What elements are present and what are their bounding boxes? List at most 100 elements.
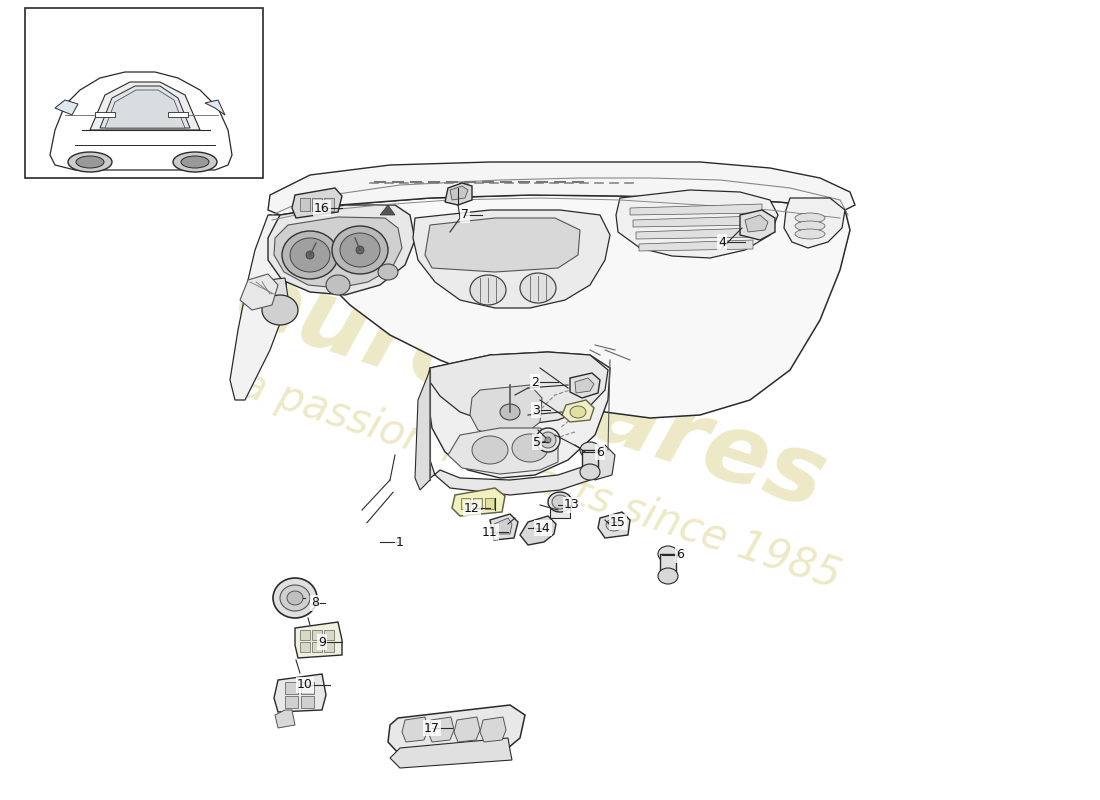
Polygon shape <box>740 210 776 240</box>
Bar <box>300 198 310 211</box>
Ellipse shape <box>273 578 317 618</box>
Text: 12: 12 <box>464 502 480 514</box>
Ellipse shape <box>182 156 209 168</box>
Polygon shape <box>428 717 454 742</box>
Ellipse shape <box>552 495 568 509</box>
Bar <box>95 112 116 117</box>
Polygon shape <box>104 90 185 128</box>
Polygon shape <box>490 514 518 540</box>
Ellipse shape <box>580 464 600 480</box>
Polygon shape <box>402 717 428 742</box>
Polygon shape <box>268 162 855 215</box>
Ellipse shape <box>658 546 678 562</box>
Ellipse shape <box>795 213 825 223</box>
Bar <box>300 630 310 640</box>
Ellipse shape <box>606 519 621 531</box>
Bar <box>660 554 676 576</box>
Text: 15: 15 <box>610 515 626 529</box>
Ellipse shape <box>287 591 303 605</box>
Text: eurospares: eurospares <box>223 250 837 530</box>
Bar <box>285 696 298 708</box>
Polygon shape <box>470 385 542 438</box>
Text: 11: 11 <box>482 526 498 538</box>
Polygon shape <box>274 674 326 712</box>
Bar <box>301 696 314 708</box>
Polygon shape <box>446 183 472 205</box>
Polygon shape <box>388 705 525 755</box>
Polygon shape <box>598 512 630 538</box>
Polygon shape <box>570 373 600 398</box>
Ellipse shape <box>326 275 350 295</box>
Polygon shape <box>50 72 232 170</box>
Polygon shape <box>630 204 762 215</box>
Text: 10: 10 <box>297 678 312 691</box>
Bar <box>312 630 322 640</box>
Ellipse shape <box>470 275 506 305</box>
Polygon shape <box>412 210 610 308</box>
Polygon shape <box>452 488 505 516</box>
Bar <box>312 642 322 652</box>
Ellipse shape <box>520 273 556 303</box>
Text: 17: 17 <box>425 722 440 734</box>
Ellipse shape <box>512 434 548 462</box>
Polygon shape <box>494 518 512 534</box>
Polygon shape <box>585 445 615 480</box>
Polygon shape <box>55 100 78 115</box>
Polygon shape <box>100 86 190 128</box>
Text: 5: 5 <box>534 435 541 449</box>
Ellipse shape <box>280 585 310 611</box>
Ellipse shape <box>290 238 330 272</box>
Ellipse shape <box>173 152 217 172</box>
Polygon shape <box>784 198 845 248</box>
Bar <box>301 682 314 694</box>
Text: 1: 1 <box>396 535 404 549</box>
Polygon shape <box>450 186 468 200</box>
Text: 7: 7 <box>461 209 469 222</box>
Polygon shape <box>616 190 778 258</box>
Text: 16: 16 <box>315 202 330 214</box>
Ellipse shape <box>306 251 313 259</box>
Polygon shape <box>425 218 580 272</box>
Polygon shape <box>415 368 430 490</box>
Polygon shape <box>454 717 480 742</box>
Polygon shape <box>745 215 768 232</box>
Polygon shape <box>428 352 611 478</box>
Text: 6: 6 <box>596 446 604 458</box>
Text: 13: 13 <box>564 498 580 511</box>
Ellipse shape <box>536 428 560 452</box>
Ellipse shape <box>76 156 104 168</box>
Bar <box>550 502 570 518</box>
Ellipse shape <box>472 436 508 464</box>
Ellipse shape <box>378 264 398 280</box>
Bar <box>582 450 598 472</box>
Polygon shape <box>265 278 290 315</box>
Ellipse shape <box>262 295 298 325</box>
Bar <box>168 112 188 117</box>
Bar <box>25 8 263 178</box>
Polygon shape <box>292 188 342 218</box>
Text: a passion for parts since 1985: a passion for parts since 1985 <box>234 363 846 597</box>
Bar <box>324 630 334 640</box>
Text: 9: 9 <box>318 635 326 649</box>
Text: 2: 2 <box>531 375 539 389</box>
Polygon shape <box>275 710 295 728</box>
Bar <box>324 642 334 652</box>
Bar <box>485 498 494 509</box>
Polygon shape <box>295 622 342 658</box>
Polygon shape <box>240 274 278 310</box>
Text: 8: 8 <box>311 597 319 610</box>
Ellipse shape <box>282 231 338 279</box>
Polygon shape <box>268 205 415 295</box>
Ellipse shape <box>580 442 600 458</box>
Ellipse shape <box>795 221 825 231</box>
Polygon shape <box>480 717 506 742</box>
Polygon shape <box>430 352 608 425</box>
Ellipse shape <box>500 404 520 420</box>
Polygon shape <box>390 738 512 768</box>
Polygon shape <box>270 195 850 418</box>
Ellipse shape <box>340 233 379 267</box>
Polygon shape <box>575 378 594 393</box>
Ellipse shape <box>540 432 556 448</box>
Ellipse shape <box>332 226 388 274</box>
Polygon shape <box>420 458 600 495</box>
